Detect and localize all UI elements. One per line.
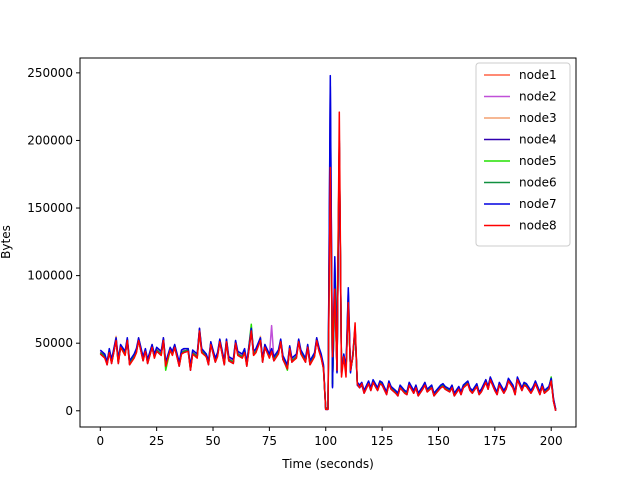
y-tick-label: 0 [65,404,73,418]
x-tick-label: 100 [314,434,337,448]
x-tick-label: 175 [483,434,506,448]
y-tick-label: 200000 [27,133,73,147]
legend-label-node3: node3 [519,111,557,125]
y-tick-label: 50000 [35,336,73,350]
legend-label-node6: node6 [519,176,557,190]
legend-label-node7: node7 [519,197,557,211]
x-tick-label: 75 [262,434,277,448]
y-tick-label: 250000 [27,66,73,80]
legend-label-node4: node4 [519,133,557,147]
legend-box [475,62,571,247]
y-tick-label: 100000 [27,269,73,283]
series-layer [99,74,557,411]
y-axis: 0 50000 100000 150000 200000 250000 [27,66,80,418]
x-tick-label: 125 [371,434,394,448]
x-axis: 0 25 50 75 100 125 150 175 200 [96,427,563,448]
x-tick-label: 0 [96,434,104,448]
x-tick-label: 150 [427,434,450,448]
legend-label-node8: node8 [519,219,557,233]
y-axis-label: Bytes [0,225,13,259]
x-tick-label: 50 [205,434,220,448]
x-tick-label: 25 [149,434,164,448]
plot-frame [79,57,577,428]
legend-label-node2: node2 [519,90,557,104]
legend-label-node1: node1 [519,68,557,82]
x-axis-label: Time (seconds) [281,457,374,471]
series-line-node8 [99,111,557,411]
legend-label-node5: node5 [519,154,557,168]
legend: node1 node2 node3 node4 node5 node6 node7 node8 [475,62,571,247]
y-tick-label: 150000 [27,201,73,215]
x-tick-label: 200 [540,434,563,448]
